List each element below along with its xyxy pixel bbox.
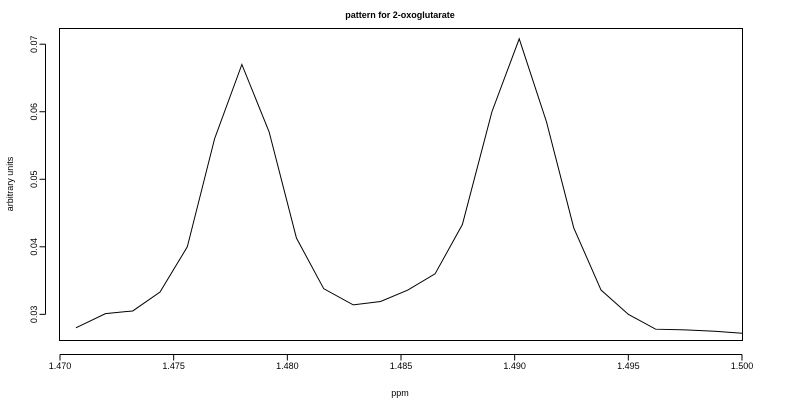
y-tick-label: 0.06: [29, 103, 39, 121]
x-axis-label: ppm: [391, 388, 409, 398]
y-tick-label: 0.03: [29, 306, 39, 324]
x-tick-label: 1.495: [617, 361, 640, 371]
series-layer: [75, 37, 743, 334]
x-tick-label: 1.490: [503, 361, 526, 371]
y-tick-label: 0.07: [29, 35, 39, 53]
x-tick-label: 1.475: [162, 361, 185, 371]
y-axis: 0.03 0.04 0.05 0.06 0.07: [29, 35, 46, 323]
y-tick-label: 0.04: [29, 238, 39, 256]
y-axis-label: arbitrary units: [5, 156, 15, 211]
series-line: [75, 37, 743, 334]
x-tick-label: 1.485: [390, 361, 413, 371]
plot-frame: [59, 28, 743, 341]
x-tick-label: 1.480: [276, 361, 299, 371]
y-tick-label: 0.05: [29, 171, 39, 189]
chart-title: pattern for 2-oxoglutarate: [345, 10, 455, 20]
x-tick-label: 1.500: [731, 361, 754, 371]
x-tick-label: 1.470: [49, 361, 72, 371]
x-axis: 1.470 1.475 1.480 1.485 1.490 1.495 1.500: [49, 354, 754, 371]
